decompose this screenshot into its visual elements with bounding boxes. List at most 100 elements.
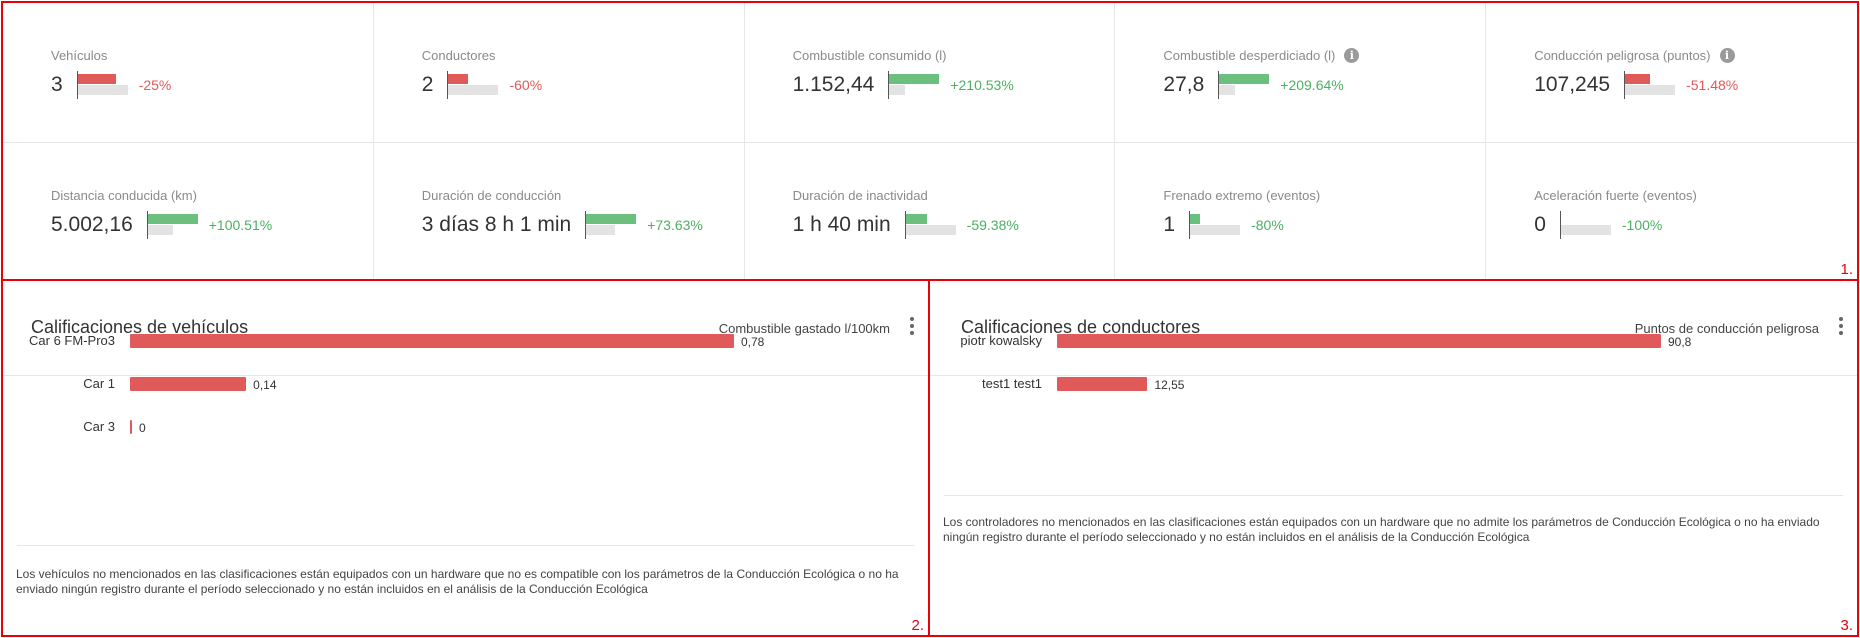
kpi-label-text: Duración de inactividad: [792, 187, 928, 203]
panel-number: 2.: [911, 617, 924, 634]
kpi-comparison-bar: [1559, 211, 1612, 239]
kpi-tile: Vehículos 3 -25%: [3, 3, 374, 143]
kpi-current-bar: [1190, 214, 1201, 224]
kpi-comparison-bar: [1624, 71, 1676, 99]
kpi-value-row: 0 -100%: [1534, 210, 1857, 240]
panel-number: 1.: [1840, 261, 1853, 278]
kpi-label: Conductores: [422, 47, 744, 63]
ranking-value: 0: [139, 421, 146, 435]
kpi-tile: Aceleración fuerte (eventos) 0 -100%: [1486, 143, 1857, 281]
kpi-previous-bar: [1219, 85, 1236, 95]
kpi-value-row: 1 -80%: [1163, 210, 1485, 240]
kpi-delta: -51.48%: [1686, 77, 1739, 93]
kebab-menu-icon[interactable]: [910, 317, 914, 337]
ranking-item-name: Car 1: [83, 376, 115, 391]
ranking-bar[interactable]: [130, 334, 734, 348]
kpi-label: Frenado extremo (eventos): [1163, 187, 1485, 203]
kpi-label-text: Vehículos: [51, 47, 108, 63]
vehicle-ranking-note: Los vehículos no mencionados en las clas…: [16, 567, 899, 596]
kpi-tile: Combustible desperdiciado (l) i 27,8 +209.6…: [1115, 3, 1487, 143]
kpi-label-text: Aceleración fuerte (eventos): [1534, 187, 1697, 203]
kpi-label: Vehículos: [51, 47, 373, 63]
kpi-value: 3 días 8 h 1 min: [421, 213, 572, 236]
kpi-label-text: Conductores: [421, 47, 496, 63]
kpi-comparison-bar: [76, 71, 129, 99]
divider: [3, 375, 928, 376]
kpi-comparison-bar: [888, 71, 940, 99]
ranking-bar[interactable]: [130, 377, 247, 391]
kpi-delta: +210.53%: [950, 77, 1014, 93]
kpi-previous-bar: [586, 225, 616, 235]
kpi-previous-bar: [1625, 85, 1676, 95]
kpi-tile: Conductores 2 -60%: [373, 3, 745, 143]
kpi-value-row: 2 -60%: [422, 70, 744, 100]
ranking-value: 90,8: [1668, 335, 1692, 349]
kpi-delta: -80%: [1251, 217, 1284, 233]
kpi-tile: Duración de inactividad 1 h 40 min -59.38%: [745, 143, 1116, 281]
kpi-label-text: Combustible desperdiciado (l): [1163, 47, 1336, 63]
kpi-comparison-bar: [146, 211, 199, 239]
driver-ranking-panel: Calificaciones de conductores Puntos de …: [928, 279, 1859, 637]
ranking-bar[interactable]: [1057, 334, 1661, 348]
kpi-value: 1: [1163, 213, 1176, 236]
kpi-value: 27,8: [1163, 73, 1205, 96]
kpi-grid: Vehículos 3 -25% Conductores 2 -60% Combustibl…: [3, 3, 1857, 281]
kpi-panel: Vehículos 3 -25% Conductores 2 -60% Combustibl…: [1, 1, 1859, 281]
kpi-previous-bar: [448, 85, 499, 95]
kpi-previous-bar: [905, 225, 956, 235]
kpi-previous-bar: [147, 225, 173, 235]
info-icon[interactable]: i: [1344, 47, 1360, 63]
kpi-value-row: 5.002,16 +100.51%: [51, 210, 373, 240]
kpi-tile: Frenado extremo (eventos) 1 -80%: [1115, 143, 1487, 281]
kpi-previous-bar: [1190, 225, 1241, 235]
driver-metric-selector[interactable]: Puntos de conducción peligrosa: [1634, 321, 1819, 336]
kpi-previous-bar: [889, 85, 906, 95]
kebab-menu-icon[interactable]: [1839, 317, 1843, 337]
kpi-current-bar: [448, 74, 469, 84]
kpi-value: 5.002,16: [51, 213, 133, 236]
kpi-comparison-bar: [1189, 211, 1241, 239]
kpi-value-row: 107,245 -51.48%: [1534, 70, 1857, 100]
kpi-value: 107,245: [1534, 73, 1611, 96]
kpi-delta: +100.51%: [208, 217, 273, 233]
kpi-label-text: Distancia conducida (km): [51, 187, 197, 203]
divider: [930, 375, 1857, 376]
ranking-bar[interactable]: [130, 420, 132, 434]
vehicle-ranking-panel: Calificaciones de vehículos Combustible …: [1, 279, 930, 637]
ranking-bar[interactable]: [1057, 377, 1148, 391]
kpi-label: Combustible desperdiciado (l) i: [1163, 47, 1485, 63]
vehicle-ranking-title: Calificaciones de vehículos: [31, 317, 249, 337]
kpi-tile: Duración de conducción 3 días 8 h 1 min +7…: [374, 143, 745, 281]
kpi-label-text: Combustible consumido (l): [792, 47, 947, 63]
panel-number: 3.: [1840, 617, 1853, 634]
kpi-value: 1 h 40 min: [792, 213, 891, 236]
kpi-delta: +209.64%: [1280, 77, 1344, 93]
ranking-value: 0,14: [253, 378, 277, 392]
kpi-value-row: 3 -25%: [51, 70, 373, 100]
ranking-item-name: Car 3: [83, 419, 115, 434]
kpi-label-text: Duración de conducción: [421, 187, 562, 203]
kpi-delta: -59.38%: [966, 217, 1019, 233]
kpi-delta: -25%: [138, 77, 172, 93]
driver-ranking-note: Los controladores no mencionados en las …: [943, 515, 1820, 544]
info-icon[interactable]: i: [1719, 47, 1735, 63]
kpi-current-bar: [1219, 74, 1270, 84]
driver-ranking-title: Calificaciones de conductores: [961, 317, 1201, 337]
kpi-value-row: 27,8 +209.64%: [1163, 70, 1485, 100]
divider: [17, 545, 914, 546]
kpi-label-text: Conducción peligrosa (puntos): [1534, 47, 1711, 63]
kpi-value: 1.152,44: [792, 73, 875, 96]
kpi-current-bar: [77, 74, 116, 84]
kpi-value: 3: [51, 73, 63, 96]
kpi-value-row: 1 h 40 min -59.38%: [793, 210, 1115, 240]
vehicle-metric-selector[interactable]: Combustible gastado l/100km: [718, 321, 890, 336]
kpi-current-bar: [889, 74, 940, 84]
kpi-value: 0: [1534, 213, 1546, 236]
kpi-current-bar: [1625, 74, 1651, 84]
kpi-current-bar: [147, 214, 198, 224]
kpi-label: Duración de inactividad: [793, 187, 1115, 203]
kpi-tile: Distancia conducida (km) 5.002,16 +100.51%: [3, 143, 374, 281]
kpi-label: Conducción peligrosa (puntos) i: [1534, 47, 1857, 63]
kpi-label: Distancia conducida (km): [51, 187, 373, 203]
kpi-delta: -100%: [1621, 217, 1663, 233]
